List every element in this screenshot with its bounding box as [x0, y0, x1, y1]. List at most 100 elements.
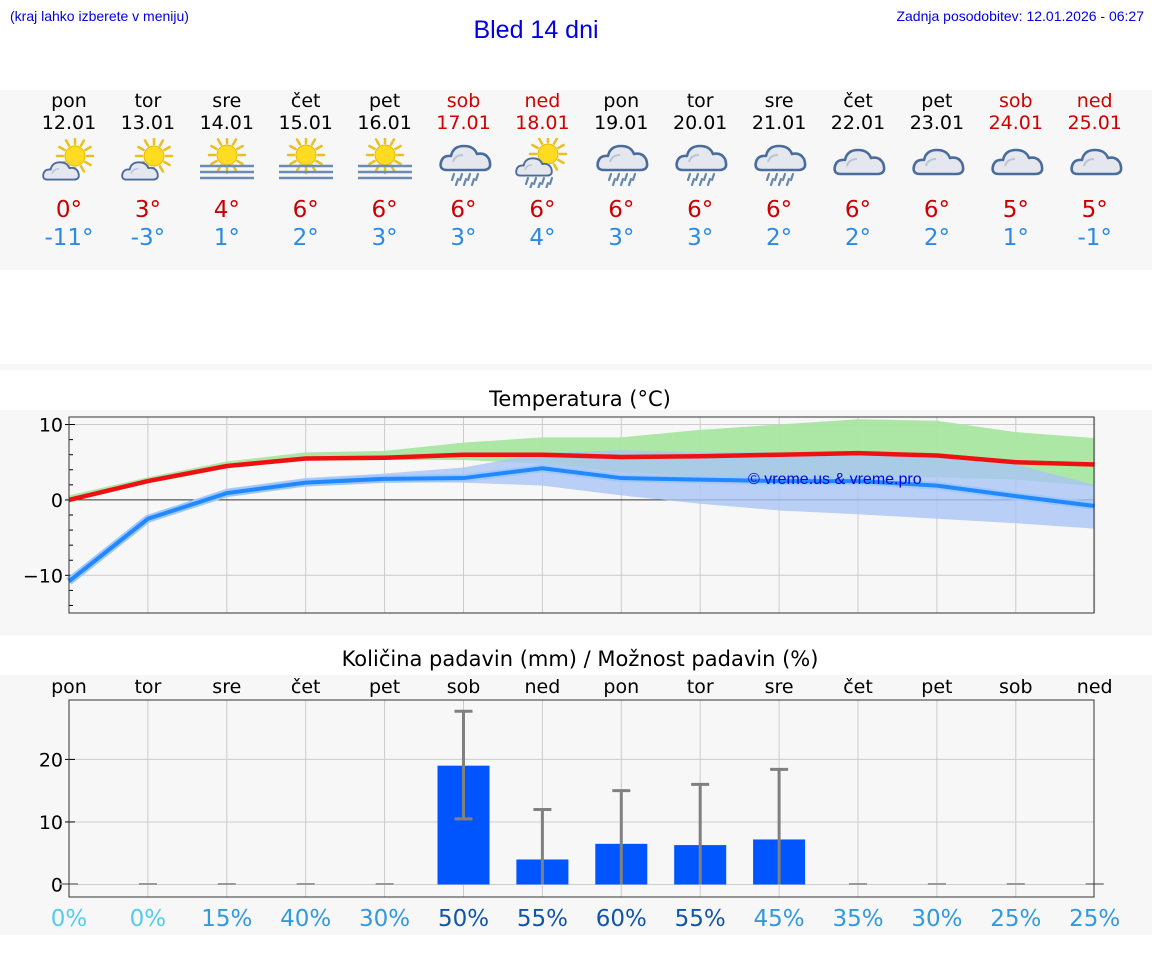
min-temperature: 4°	[529, 225, 556, 251]
day-date: 20.01	[672, 112, 728, 134]
min-temperature: 1°	[213, 225, 240, 251]
day-name: sob	[999, 90, 1033, 112]
max-temperature: 6°	[766, 197, 793, 223]
day-date: 23.01	[909, 112, 965, 134]
max-temperature: 6°	[371, 197, 398, 223]
precip-day-label: sre	[765, 676, 794, 698]
precip-plot-area	[69, 700, 1094, 897]
precip-day-label: pet	[369, 676, 400, 698]
min-temperature: 1°	[1002, 225, 1029, 251]
min-temperature: 2°	[766, 225, 793, 251]
max-temperature: 3°	[134, 197, 161, 223]
max-temp-line	[68, 450, 1095, 503]
precip-day-label: ned	[1077, 676, 1113, 698]
day-forecast: pet 23.01 6° 2°	[897, 90, 977, 252]
precip-day-label: ned	[525, 676, 561, 698]
precip-probability: 40%	[280, 906, 331, 932]
day-forecast: ned 18.01 6° 4°	[502, 90, 582, 252]
cloud-icon	[818, 138, 898, 188]
precip-probability: 55%	[675, 906, 726, 932]
day-name: sob	[446, 90, 481, 112]
min-temperature: -11°	[44, 225, 94, 251]
sun-fog-icon	[187, 138, 267, 188]
cloud-rain-icon	[660, 138, 740, 188]
precip-probability: 30%	[359, 906, 410, 932]
precip-probability: 50%	[438, 906, 489, 932]
precip-probability: 25%	[1069, 906, 1120, 932]
day-date: 22.01	[830, 112, 886, 134]
sun-fog-icon	[266, 138, 346, 188]
sun-fog-icon	[345, 138, 425, 188]
day-forecast: sob 24.01 5° 1°	[976, 90, 1056, 252]
min-temperature: 3°	[450, 225, 477, 251]
day-date: 12.01	[41, 112, 97, 134]
cloud-icon	[1055, 138, 1135, 188]
precip-day-label: tor	[134, 676, 161, 698]
min-temp-line	[67, 466, 1095, 583]
max-temperature: 4°	[213, 197, 240, 223]
precip-day-label: pon	[51, 676, 87, 698]
day-forecast: pet 16.01 6° 3°	[345, 90, 425, 252]
day-name: čet	[290, 90, 321, 112]
day-date: 18.01	[515, 112, 570, 134]
day-date: 17.01	[436, 112, 491, 134]
precip-probability: 60%	[596, 906, 647, 932]
precip-day-label: sob	[999, 676, 1033, 698]
day-name: sre	[764, 90, 794, 112]
cloud-rain-icon	[581, 138, 661, 188]
day-name: ned	[524, 90, 561, 112]
day-forecast: tor 13.01 3° -3°	[108, 90, 188, 252]
day-name: sre	[212, 90, 242, 112]
day-name: ned	[1076, 90, 1113, 112]
day-forecast: čet 15.01 6° 2°	[266, 90, 346, 252]
max-temperature: 5°	[1081, 197, 1108, 223]
cloud-icon	[976, 138, 1056, 188]
precipitation-chart-title: Količina padavin (mm) / Možnost padavin …	[341, 647, 819, 671]
min-temperature: 3°	[608, 225, 635, 251]
precip-probability: 30%	[911, 906, 962, 932]
min-temperature: 3°	[371, 225, 398, 251]
min-temperature: 2°	[923, 225, 950, 251]
divider	[0, 364, 1152, 370]
max-temperature: 6°	[844, 197, 872, 223]
temp-tick-label: 0	[51, 490, 63, 512]
day-name: čet	[843, 90, 873, 112]
day-name: pet	[921, 90, 953, 112]
day-date: 21.01	[751, 112, 807, 134]
precip-tick-label: 0	[51, 874, 63, 896]
max-temperature: 0°	[55, 197, 83, 223]
day-date: 24.01	[988, 112, 1043, 134]
precip-probability: 25%	[990, 906, 1041, 932]
max-temperature: 6°	[923, 197, 950, 223]
precip-day-label: sob	[447, 676, 481, 698]
precip-plot-frame	[68, 699, 1095, 898]
min-temperature: -1°	[1077, 225, 1112, 251]
max-temperature: 6°	[292, 197, 319, 223]
min-temperature: 3°	[687, 225, 714, 251]
max-temperature: 6°	[687, 197, 714, 223]
precip-probability: 55%	[517, 906, 568, 932]
precip-probability: 15%	[201, 906, 252, 932]
precip-day-label: sre	[212, 676, 241, 698]
day-name: pon	[603, 90, 640, 112]
precip-probability: 45%	[754, 906, 805, 932]
cloud-rain-icon	[424, 138, 504, 188]
day-forecast: pon 12.01 0° -11°	[29, 90, 109, 252]
precip-probability: 35%	[832, 906, 883, 932]
temp-tick-label: −10	[23, 565, 63, 587]
min-temperature: 2°	[292, 225, 319, 251]
day-forecast: pon 19.01 6° 3°	[581, 90, 661, 252]
day-forecast: sob 17.01 6° 3°	[424, 90, 504, 252]
day-forecast: sre 21.01 6° 2°	[739, 90, 819, 252]
precip-day-label: pet	[921, 676, 952, 698]
day-forecast: čet 22.01 6° 2°	[818, 90, 898, 252]
precip-day-label: pon	[603, 676, 639, 698]
precip-day-label: tor	[687, 676, 714, 698]
max-temperature: 5°	[1002, 197, 1029, 223]
day-name: tor	[134, 90, 162, 112]
day-name: tor	[686, 90, 714, 112]
watermark: © vreme.us & vreme.pro	[748, 471, 922, 488]
sun-cloud-rain-icon	[502, 138, 582, 188]
day-forecast: tor 20.01 6° 3°	[660, 90, 740, 252]
